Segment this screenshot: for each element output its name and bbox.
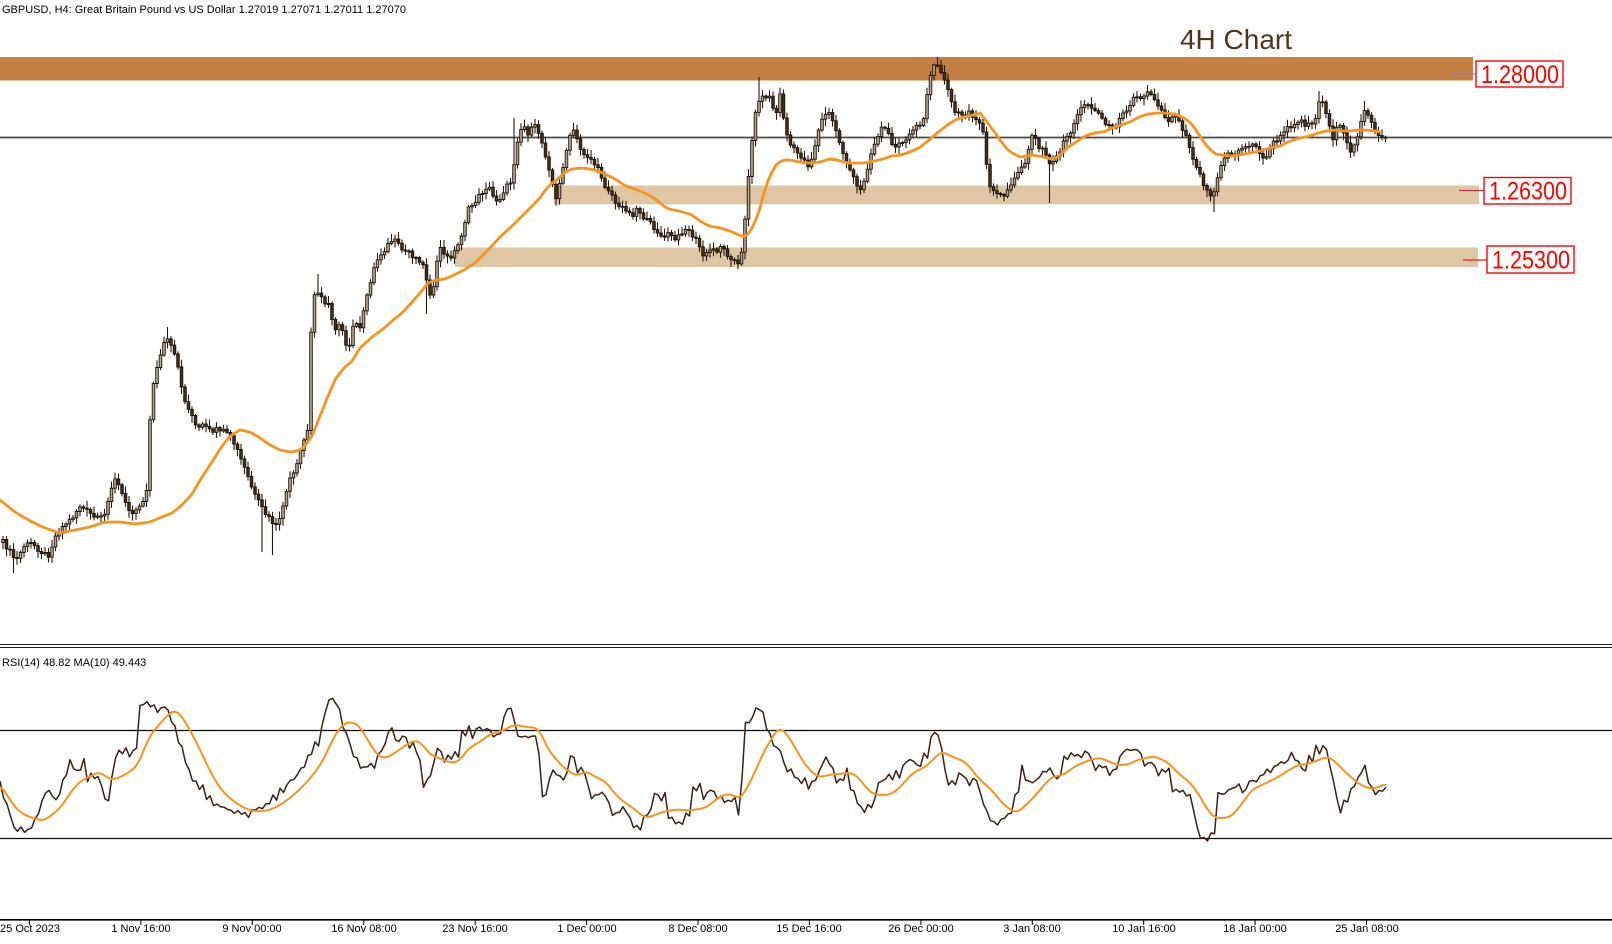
svg-text:RSI(14) 48.82 MA(10) 49.443: RSI(14) 48.82 MA(10) 49.443 (2, 657, 146, 669)
svg-text:10 Jan 16:00: 10 Jan 16:00 (1112, 923, 1176, 935)
svg-text:25 Oct 2023: 25 Oct 2023 (0, 923, 60, 935)
svg-text:1 Dec 00:00: 1 Dec 00:00 (557, 923, 616, 935)
svg-text:25 Jan 08:00: 25 Jan 08:00 (1335, 923, 1399, 935)
svg-text:1.25300: 1.25300 (1492, 247, 1570, 275)
svg-text:16 Nov 08:00: 16 Nov 08:00 (331, 923, 396, 935)
svg-text:15 Dec 16:00: 15 Dec 16:00 (776, 923, 841, 935)
svg-text:4H Chart: 4H Chart (1180, 24, 1292, 55)
svg-text:1 Nov 16:00: 1 Nov 16:00 (111, 923, 170, 935)
svg-text:9 Nov 00:00: 9 Nov 00:00 (222, 923, 281, 935)
svg-text:18 Jan 00:00: 18 Jan 00:00 (1223, 923, 1287, 935)
svg-text:3 Jan 08:00: 3 Jan 08:00 (1003, 923, 1061, 935)
svg-text:1.26300: 1.26300 (1489, 178, 1567, 206)
svg-text:23 Nov 16:00: 23 Nov 16:00 (442, 923, 507, 935)
svg-text:GBPUSD, H4: Great Britain Pou: GBPUSD, H4: Great Britain Pound vs US Do… (2, 4, 406, 16)
svg-text:26 Dec 00:00: 26 Dec 00:00 (888, 923, 953, 935)
svg-text:8 Dec 08:00: 8 Dec 08:00 (668, 923, 727, 935)
svg-text:1.28000: 1.28000 (1481, 61, 1559, 89)
